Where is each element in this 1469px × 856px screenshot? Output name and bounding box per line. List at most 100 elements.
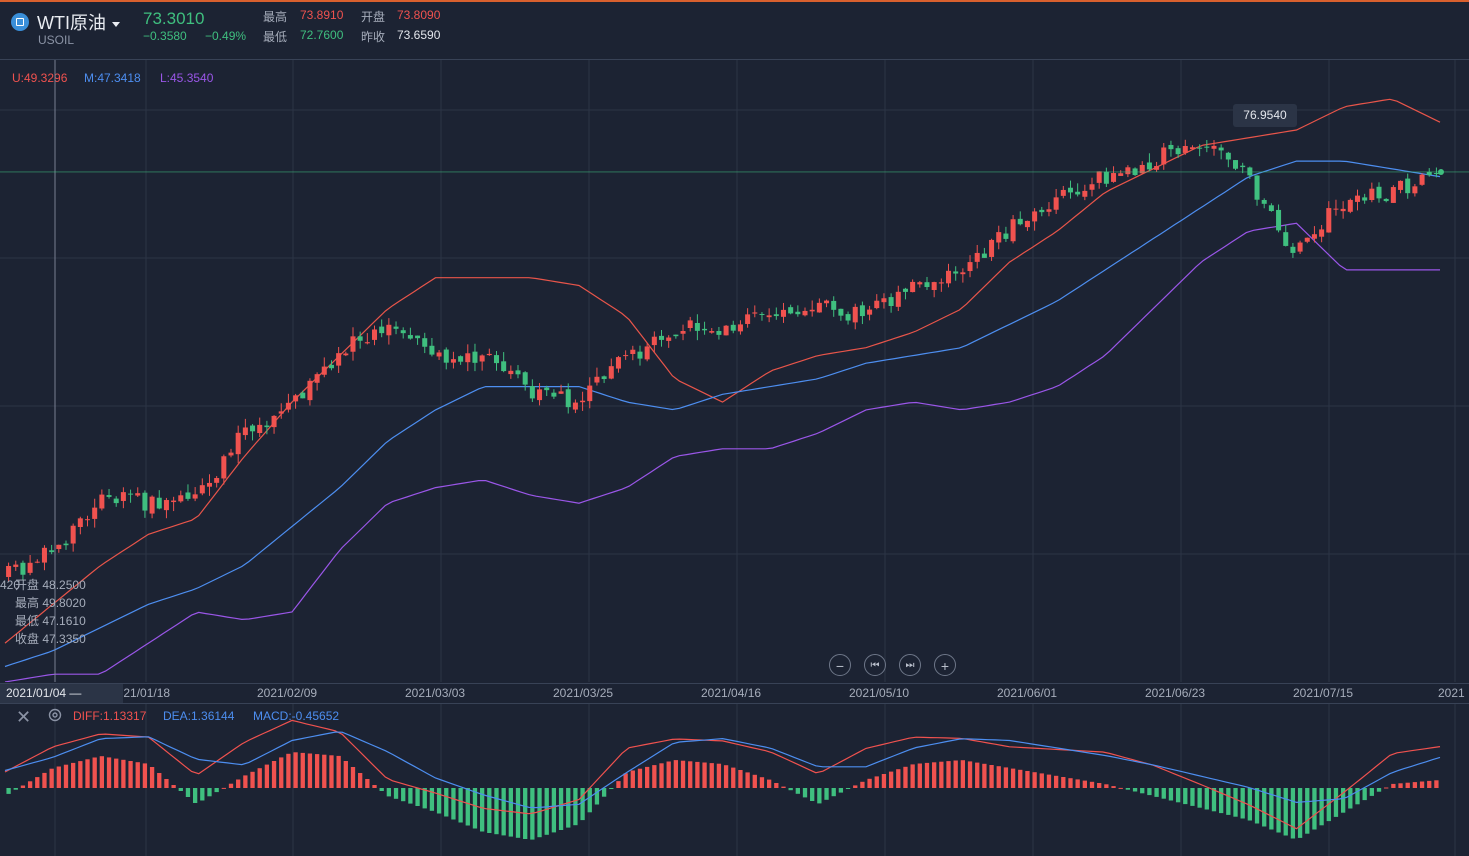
cursor-open-label: 开盘 xyxy=(15,578,40,592)
macd-bar xyxy=(601,788,607,797)
candle-body xyxy=(565,389,571,408)
candle-body xyxy=(271,415,277,428)
macd-bar xyxy=(271,761,277,788)
candle-body xyxy=(651,336,657,346)
candle-body xyxy=(1024,220,1030,228)
boll-lower-label: L:45.3540 xyxy=(160,71,214,85)
macd-bar xyxy=(745,772,750,788)
candle-body xyxy=(788,307,794,314)
date-tick: 2021/05/10 xyxy=(849,686,910,700)
macd-bar xyxy=(1190,788,1195,806)
macd-bar xyxy=(286,753,291,788)
macd-bar xyxy=(1340,788,1346,813)
macd-bar xyxy=(192,788,198,803)
candle-body xyxy=(816,302,822,313)
symbol-name: WTI原油 xyxy=(37,13,106,33)
candle-body xyxy=(13,564,19,567)
candle-body xyxy=(745,314,751,324)
date-tick: 2021/03/03 xyxy=(405,686,466,700)
macd-bar xyxy=(1247,788,1253,821)
candle-body xyxy=(1111,173,1117,182)
macd-bar xyxy=(114,758,119,788)
candle-body xyxy=(142,492,148,511)
macd-bar xyxy=(1183,788,1188,805)
candle-body xyxy=(888,297,894,307)
boll-middle-label: M:47.3418 xyxy=(84,71,141,85)
macd-bar xyxy=(207,788,212,797)
jump-last-button[interactable]: ⏭ xyxy=(899,654,921,676)
boll-upper-line xyxy=(4,98,1441,644)
macd-bar xyxy=(1132,788,1138,792)
macd-bar xyxy=(1032,772,1037,788)
candle-body xyxy=(673,334,679,337)
candle-body xyxy=(493,355,499,364)
price-chart[interactable] xyxy=(0,60,1469,682)
candle-body xyxy=(343,353,349,356)
candle-body xyxy=(156,497,162,509)
close-indicator-icon[interactable]: ✕ xyxy=(16,707,32,727)
macd-dea-label: DEA:1.36144 xyxy=(163,709,235,723)
macd-bar xyxy=(975,762,980,788)
candle-body xyxy=(1276,209,1282,231)
candle-body xyxy=(1168,144,1174,150)
candle-body xyxy=(328,364,334,369)
macd-bar xyxy=(1097,783,1102,788)
max-price-tooltip: 76.9540 xyxy=(1233,104,1297,127)
candle-body xyxy=(558,391,564,394)
macd-bar xyxy=(106,757,112,788)
candle-body xyxy=(422,338,428,347)
macd-bar xyxy=(867,778,872,788)
macd-bar xyxy=(845,788,851,789)
candle-body xyxy=(293,395,299,402)
candle-body xyxy=(458,356,464,362)
macd-bar xyxy=(307,753,313,788)
macd-bar xyxy=(1111,786,1116,788)
macd-bar xyxy=(1376,788,1382,792)
candle-body xyxy=(472,351,478,363)
candle-body xyxy=(730,324,736,331)
candle-body xyxy=(644,346,650,360)
candle-body xyxy=(163,500,169,511)
zoom-out-button[interactable]: − xyxy=(829,654,851,676)
candle-body xyxy=(1103,171,1109,184)
macd-bar xyxy=(1219,788,1224,814)
candle-body xyxy=(465,353,471,363)
macd-bar xyxy=(738,770,743,788)
symbol-selector[interactable]: WTI原油 xyxy=(37,9,120,35)
macd-bar xyxy=(652,765,657,788)
macd-bar xyxy=(946,761,951,788)
macd-bar xyxy=(788,788,793,791)
macd-bar xyxy=(444,788,449,817)
macd-bar xyxy=(264,764,270,788)
macd-bar xyxy=(1039,773,1044,788)
candle-body xyxy=(537,389,543,401)
macd-bar xyxy=(1276,788,1281,833)
settings-gear-icon[interactable] xyxy=(47,707,63,723)
macd-bar xyxy=(910,764,915,788)
candle-body xyxy=(1118,173,1124,176)
candle-body xyxy=(393,326,399,329)
macd-bar xyxy=(300,752,305,788)
macd-bar xyxy=(243,775,248,788)
candle-body xyxy=(608,366,614,379)
candle-body xyxy=(1175,148,1181,155)
candle-body xyxy=(1125,167,1131,175)
zoom-in-button[interactable]: + xyxy=(934,654,956,676)
macd-bar xyxy=(960,760,966,788)
macd-value-label: MACD:-0.45652 xyxy=(253,709,340,723)
macd-bar xyxy=(924,762,930,788)
macd-bar xyxy=(680,760,686,788)
macd-bar xyxy=(63,764,69,788)
macd-bar xyxy=(587,788,592,813)
jump-first-button[interactable]: ⏮ xyxy=(864,654,886,676)
macd-bar xyxy=(673,760,679,788)
macd-bar xyxy=(781,786,786,788)
candle-body xyxy=(1082,190,1088,197)
macd-dea-line xyxy=(4,731,1441,809)
candle-body xyxy=(314,374,320,383)
candle-body xyxy=(615,357,621,369)
macd-bar xyxy=(1262,788,1267,827)
candle-body xyxy=(257,424,263,434)
candle-body xyxy=(1211,145,1217,149)
macd-chart[interactable] xyxy=(0,703,1469,856)
